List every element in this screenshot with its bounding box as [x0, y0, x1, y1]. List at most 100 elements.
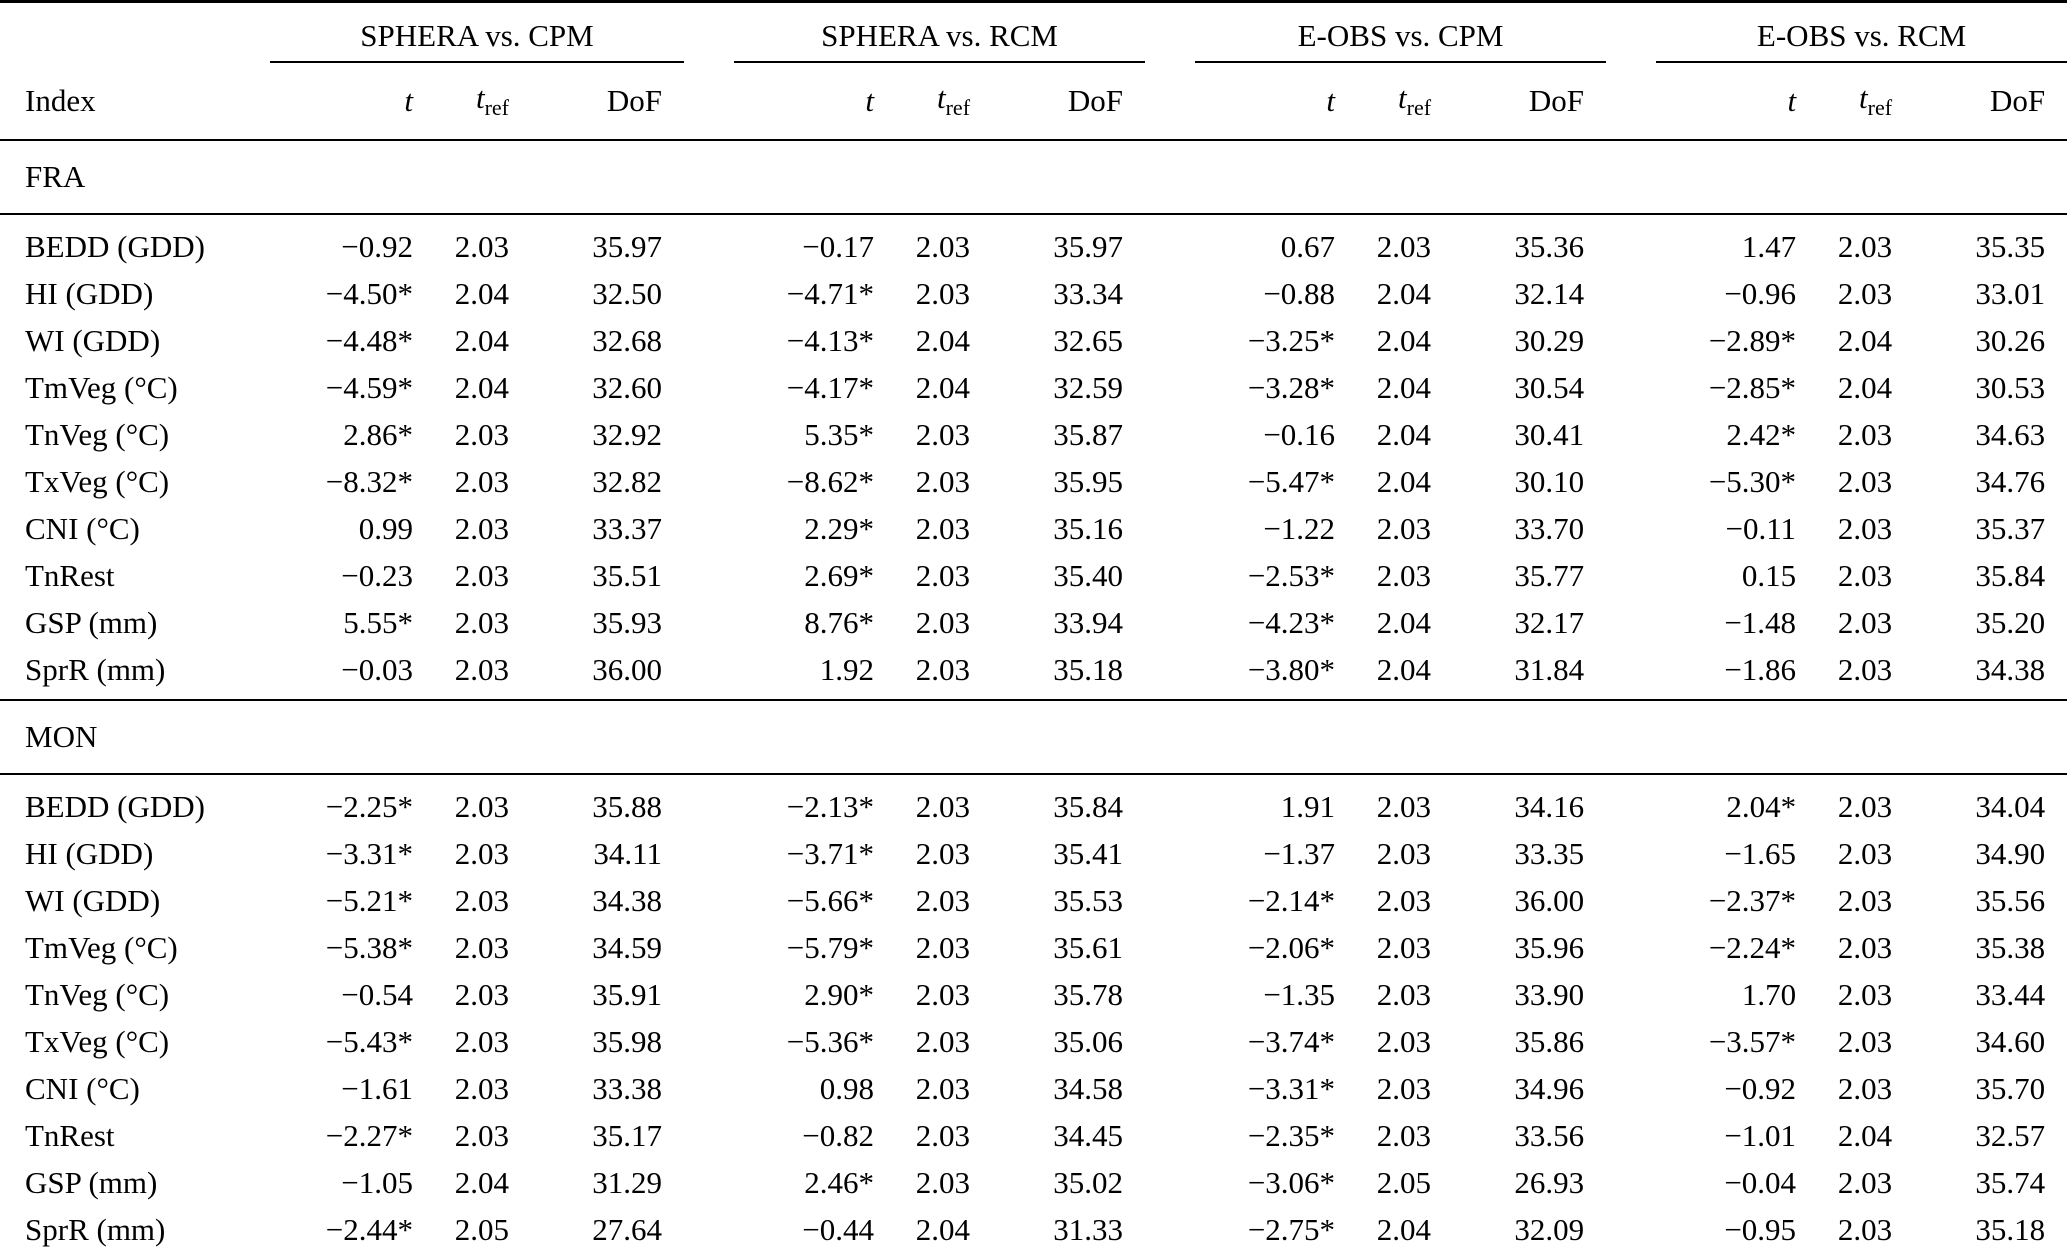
- table-row: SprR (mm) −2.44* 2.05 27.64 −0.44 2.04 31.33 −2…: [0, 1206, 2067, 1248]
- row-index-label: WI (GDD): [25, 323, 161, 358]
- t-value-cell: −2.35*: [1247, 1118, 1336, 1153]
- tref-column-header: tref: [1796, 63, 1893, 141]
- tref-value-cell: 2.05: [454, 1212, 509, 1247]
- tref-value-cell: 2.04: [915, 370, 971, 405]
- tref-column-header: tref: [874, 63, 971, 141]
- tref-value-cell: 2.03: [454, 417, 509, 452]
- tref-value-cell: 2.03: [1376, 511, 1432, 546]
- tref-value-cell: 2.03: [454, 558, 509, 593]
- table-row: BEDD (GDD) −2.25* 2.03 35.88 −2.13* 2.03 35.84…: [0, 774, 2067, 830]
- dof-value-cell: 35.56: [1975, 883, 2046, 918]
- t-value-cell: −0.82: [802, 1118, 875, 1153]
- dof-value-cell: 35.53: [1053, 883, 1124, 918]
- t-value-cell: −5.43*: [325, 1024, 413, 1059]
- dof-value-cell: 34.11: [593, 836, 663, 871]
- t-value-cell: −2.89*: [1708, 323, 1797, 358]
- t-column-header: t: [1145, 63, 1336, 141]
- row-index-label: CNI (°C): [25, 1071, 140, 1106]
- t-value-cell: −0.92: [341, 229, 413, 264]
- table-row: TmVeg (°C) −5.38* 2.03 34.59 −5.79* 2.03 35.61…: [0, 924, 2067, 971]
- column-header-row: Index t tref DoF t tref DoF t tref DoF t…: [0, 63, 2067, 141]
- tref-value-cell: 2.03: [1837, 229, 1893, 264]
- row-index-label: WI (GDD): [25, 883, 161, 918]
- tref-value-cell: 2.03: [915, 605, 971, 640]
- t-value-cell: −0.88: [1263, 276, 1336, 311]
- tref-value-cell: 2.03: [1837, 1024, 1893, 1059]
- dof-value-cell: 35.86: [1514, 1024, 1585, 1059]
- tref-value-cell: 2.04: [1376, 652, 1432, 687]
- t-value-cell: −3.57*: [1708, 1024, 1797, 1059]
- t-value-cell: −4.17*: [786, 370, 875, 405]
- group-title-sphera-cpm: SPHERA vs. CPM: [270, 18, 685, 63]
- t-value-cell: −2.13*: [786, 789, 875, 824]
- group-title-eobs-cpm: E-OBS vs. CPM: [1195, 18, 1607, 63]
- tref-value-cell: 2.03: [1376, 1024, 1432, 1059]
- group-title-sphera-rcm: SPHERA vs. RCM: [734, 18, 1146, 63]
- tref-value-cell: 2.04: [1376, 464, 1432, 499]
- table-body: FRA BEDD (GDD) −0.92 2.03 35.97 −0.17 2.03 35.9…: [0, 139, 2067, 1248]
- t-value-cell: −1.65: [1724, 836, 1797, 871]
- dof-value-cell: 33.35: [1514, 836, 1585, 871]
- dof-value-cell: 35.06: [1053, 1024, 1124, 1059]
- tref-value-cell: 2.03: [454, 511, 509, 546]
- t-value-cell: −3.31*: [1247, 1071, 1336, 1106]
- dof-value-cell: 34.90: [1975, 836, 2046, 871]
- t-value-cell: −0.95: [1724, 1212, 1797, 1247]
- row-index-label: TxVeg (°C): [25, 1024, 170, 1059]
- table-row: CNI (°C) −1.61 2.03 33.38 0.98 2.03 34.58 −3.31…: [0, 1065, 2067, 1112]
- t-value-cell: −4.50*: [325, 276, 413, 311]
- dof-value-cell: 35.02: [1053, 1165, 1124, 1200]
- t-value-cell: −1.35: [1263, 977, 1336, 1012]
- dof-value-cell: 32.09: [1514, 1212, 1585, 1247]
- t-value-cell: −1.48: [1724, 605, 1797, 640]
- t-value-cell: −3.06*: [1247, 1165, 1336, 1200]
- dof-value-cell: 35.36: [1514, 229, 1585, 264]
- dof-value-cell: 32.82: [592, 464, 663, 499]
- tref-value-cell: 2.03: [454, 836, 509, 871]
- section-label: FRA: [0, 139, 2067, 215]
- t-value-cell: −3.25*: [1247, 323, 1336, 358]
- tref-value-cell: 2.04: [1837, 370, 1893, 405]
- tref-value-cell: 2.04: [454, 323, 509, 358]
- tref-value-cell: 2.03: [1837, 977, 1893, 1012]
- t-value-cell: 1.91: [1280, 789, 1336, 824]
- t-value-cell: −2.14*: [1247, 883, 1336, 918]
- t-value-cell: 1.92: [819, 652, 875, 687]
- tref-value-cell: 2.03: [915, 977, 971, 1012]
- group-header-cell: E-OBS vs. RCM: [1606, 2, 2067, 63]
- group-header-cell: SPHERA vs. CPM: [270, 2, 685, 63]
- dof-value-cell: 35.93: [592, 605, 663, 640]
- t-value-cell: 0.99: [358, 511, 413, 546]
- t-value-cell: 2.46*: [804, 1165, 875, 1200]
- table-row: TnVeg (°C) −0.54 2.03 35.91 2.90* 2.03 35.78 −1…: [0, 971, 2067, 1018]
- dof-value-cell: 31.84: [1514, 652, 1585, 687]
- t-value-cell: 5.35*: [804, 417, 875, 452]
- t-value-cell: −2.44*: [325, 1212, 413, 1247]
- tref-value-cell: 2.03: [454, 1118, 509, 1153]
- tref-value-cell: 2.03: [454, 605, 509, 640]
- t-value-cell: −3.71*: [786, 836, 875, 871]
- t-value-cell: −4.13*: [786, 323, 875, 358]
- table-row: CNI (°C) 0.99 2.03 33.37 2.29* 2.03 35.16 −1.22…: [0, 505, 2067, 552]
- row-index-label: BEDD (GDD): [25, 229, 205, 264]
- tref-value-cell: 2.03: [1376, 883, 1432, 918]
- table-row: TmVeg (°C) −4.59* 2.04 32.60 −4.17* 2.04 32.59…: [0, 364, 2067, 411]
- tref-value-cell: 2.03: [1837, 605, 1893, 640]
- t-value-cell: 5.55*: [343, 605, 413, 640]
- table-row: WI (GDD) −5.21* 2.03 34.38 −5.66* 2.03 35.53 −2…: [0, 877, 2067, 924]
- t-column-header: t: [684, 63, 875, 141]
- dof-value-cell: 30.29: [1514, 323, 1585, 358]
- tref-value-cell: 2.04: [1376, 276, 1432, 311]
- dof-value-cell: 32.14: [1514, 276, 1585, 311]
- t-value-cell: −2.53*: [1247, 558, 1336, 593]
- tref-value-cell: 2.04: [915, 323, 971, 358]
- table-row: HI (GDD) −3.31* 2.03 34.11 −3.71* 2.03 35.41 −1…: [0, 830, 2067, 877]
- dof-value-cell: 31.29: [592, 1165, 663, 1200]
- t-value-cell: 0.15: [1741, 558, 1797, 593]
- dof-value-cell: 32.92: [592, 417, 663, 452]
- dof-value-cell: 35.88: [592, 789, 663, 824]
- t-value-cell: −2.27*: [325, 1118, 413, 1153]
- t-value-cell: −4.23*: [1247, 605, 1336, 640]
- tref-value-cell: 2.03: [915, 789, 971, 824]
